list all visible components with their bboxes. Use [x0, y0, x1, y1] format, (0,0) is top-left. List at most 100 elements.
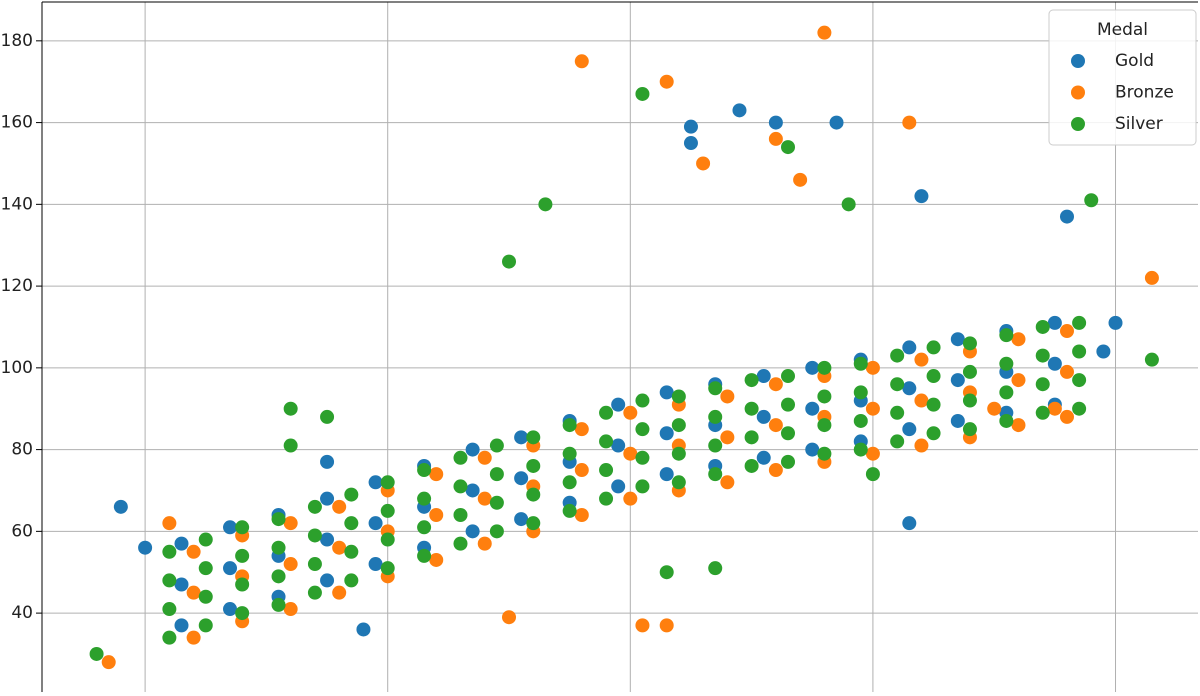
- point: [1035, 405, 1050, 420]
- point: [720, 430, 735, 445]
- point: [1096, 344, 1111, 359]
- point: [514, 471, 529, 486]
- point: [708, 467, 723, 482]
- point: [320, 573, 335, 588]
- point: [223, 520, 238, 535]
- point: [562, 418, 577, 433]
- point: [562, 446, 577, 461]
- point: [1072, 373, 1087, 388]
- point: [768, 377, 783, 392]
- point: [659, 385, 674, 400]
- point: [198, 589, 213, 604]
- point: [574, 463, 589, 478]
- point: [805, 401, 820, 416]
- point: [562, 475, 577, 490]
- point: [417, 463, 432, 478]
- point: [950, 373, 965, 388]
- point: [271, 569, 286, 584]
- point: [1059, 409, 1074, 424]
- point: [781, 397, 796, 412]
- legend-marker: [1071, 117, 1085, 131]
- point: [380, 475, 395, 490]
- point: [768, 115, 783, 130]
- point: [635, 618, 650, 633]
- point: [599, 405, 614, 420]
- point: [1047, 401, 1062, 416]
- point: [781, 454, 796, 469]
- point: [320, 491, 335, 506]
- point: [368, 516, 383, 531]
- point: [574, 54, 589, 69]
- legend-box: [1048, 9, 1197, 146]
- point: [489, 467, 504, 482]
- point: [635, 86, 650, 101]
- point: [271, 512, 286, 527]
- point: [526, 430, 541, 445]
- point: [708, 438, 723, 453]
- point: [174, 536, 189, 551]
- point: [817, 25, 832, 40]
- point: [781, 426, 796, 441]
- point: [344, 573, 359, 588]
- point: [720, 475, 735, 490]
- point: [162, 630, 177, 645]
- point: [320, 409, 335, 424]
- point: [283, 438, 298, 453]
- point: [720, 389, 735, 404]
- point: [526, 487, 541, 502]
- point: [599, 434, 614, 449]
- point: [744, 373, 759, 388]
- point: [853, 413, 868, 428]
- point: [962, 364, 977, 379]
- point: [623, 491, 638, 506]
- y-tick-label: 60: [11, 521, 33, 541]
- point: [174, 618, 189, 633]
- point: [465, 524, 480, 539]
- point: [926, 369, 941, 384]
- point: [235, 577, 250, 592]
- point: [999, 356, 1014, 371]
- point: [853, 356, 868, 371]
- point: [817, 360, 832, 375]
- point: [902, 422, 917, 437]
- point: [380, 503, 395, 518]
- point: [623, 405, 638, 420]
- point: [853, 385, 868, 400]
- point: [113, 499, 128, 514]
- point: [489, 524, 504, 539]
- point: [502, 610, 517, 625]
- point: [635, 479, 650, 494]
- point: [829, 115, 844, 130]
- point: [708, 409, 723, 424]
- point: [950, 332, 965, 347]
- point: [453, 508, 468, 523]
- point: [453, 536, 468, 551]
- point: [429, 467, 444, 482]
- point: [562, 503, 577, 518]
- point: [344, 544, 359, 559]
- point: [926, 426, 941, 441]
- point: [708, 381, 723, 396]
- point: [865, 467, 880, 482]
- point: [1144, 270, 1159, 285]
- point: [659, 618, 674, 633]
- point: [987, 401, 1002, 416]
- point: [962, 422, 977, 437]
- point: [659, 426, 674, 441]
- point: [1011, 418, 1026, 433]
- point: [635, 393, 650, 408]
- point: [805, 442, 820, 457]
- point: [1144, 352, 1159, 367]
- point: [962, 393, 977, 408]
- point: [659, 467, 674, 482]
- point: [465, 483, 480, 498]
- point: [332, 540, 347, 555]
- point: [683, 136, 698, 151]
- point: [611, 438, 626, 453]
- point: [902, 115, 917, 130]
- point: [453, 479, 468, 494]
- point: [526, 516, 541, 531]
- point: [1084, 193, 1099, 208]
- legend-label: Silver: [1115, 114, 1163, 134]
